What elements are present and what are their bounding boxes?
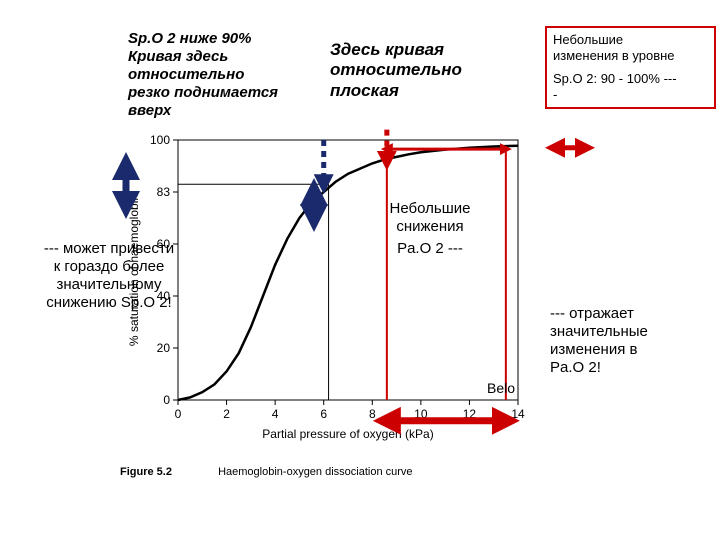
annot-right-top-box: Небольшие изменения в уровне Sp.O 2: 90 …	[545, 26, 716, 109]
annot-line: Sp.O 2 ниже 90%	[128, 30, 318, 48]
figure-caption: Figure 5.2 Haemoglobin-oxygen dissociati…	[120, 466, 413, 478]
annot-line: --- может привести	[24, 240, 194, 258]
annot-line: изменения в уровне	[553, 48, 708, 64]
annot-left-mid: --- может привести к гораздо более значи…	[24, 240, 194, 312]
annot-line: значительному	[24, 276, 194, 294]
annot-line: -	[553, 87, 708, 103]
figure-number: Figure 5.2	[120, 466, 172, 478]
svg-text:100: 100	[150, 133, 170, 147]
annot-line: плоская	[330, 81, 530, 101]
annot-line: относительно	[128, 66, 318, 84]
svg-text:2: 2	[223, 407, 230, 421]
svg-text:Partial pressure of oxygen (kP: Partial pressure of oxygen (kPa)	[262, 427, 433, 441]
annot-left-top: Sp.O 2 ниже 90% Кривая здесь относительн…	[128, 30, 318, 120]
annot-right-mid: --- отражает значительные изменения в Pa…	[550, 305, 710, 377]
annot-line: Pa.O 2!	[550, 359, 710, 377]
svg-text:4: 4	[272, 407, 279, 421]
annot-line: снижению Sp.O 2!	[24, 294, 194, 312]
svg-text:20: 20	[157, 341, 171, 355]
annot-line: Sp.O 2: 90 - 100% ---	[553, 71, 708, 87]
svg-text:0: 0	[163, 393, 170, 407]
annot-line: значительные	[550, 323, 710, 341]
annot-line: Небольшие	[553, 32, 708, 48]
annot-below-label: Belo	[487, 380, 515, 397]
annot-mid-inside: Небольшие снижения Pa.O 2 ---	[350, 200, 510, 258]
annot-line: относительно	[330, 60, 530, 80]
figure-title: Haemoglobin-oxygen dissociation curve	[218, 466, 412, 478]
annot-line: изменения в	[550, 341, 710, 359]
annot-line: Кривая здесь	[128, 48, 318, 66]
svg-text:8: 8	[369, 407, 376, 421]
annot-line: резко поднимается	[128, 84, 318, 102]
svg-text:6: 6	[320, 407, 327, 421]
svg-text:0: 0	[175, 407, 182, 421]
annot-mid-top: Здесь кривая относительно плоская	[330, 40, 530, 101]
annot-line: Здесь кривая	[330, 40, 530, 60]
svg-text:14: 14	[511, 407, 525, 421]
svg-text:83: 83	[157, 185, 171, 199]
annot-line: --- отражает	[550, 305, 710, 323]
annot-line: вверх	[128, 102, 318, 120]
annot-line: Pa.O 2 ---	[350, 240, 510, 258]
annot-line: Небольшие	[350, 200, 510, 218]
stage: 02468101214020406083100Partial pressure …	[0, 0, 720, 540]
annot-line: к гораздо более	[24, 258, 194, 276]
annot-line: снижения	[350, 218, 510, 236]
